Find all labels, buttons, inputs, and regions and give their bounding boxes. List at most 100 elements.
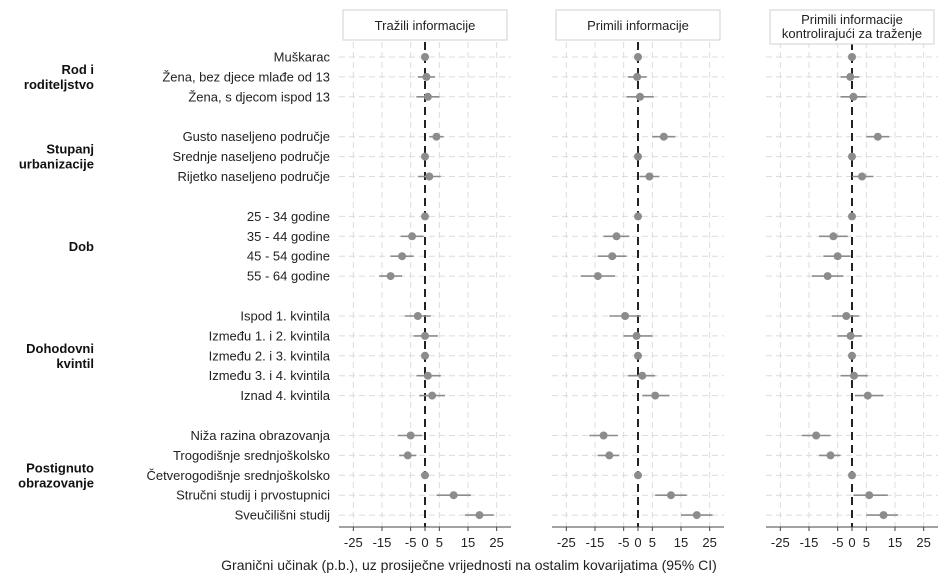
row-label: 55 - 64 godine [247, 269, 330, 284]
point-estimate [421, 152, 429, 161]
point-estimate [403, 451, 412, 460]
x-tick-label: 25 [916, 535, 930, 550]
point-estimate [432, 132, 441, 141]
x-tick-label: -15 [800, 535, 819, 550]
row-label: Žena, s djecom ispod 13 [188, 89, 330, 104]
point-estimate [421, 351, 429, 360]
text-layer: Tražili informacije-25 -15 -5 0 5 15 25Primili… [18, 12, 931, 550]
group-label: Dohodovni [26, 341, 94, 356]
point-estimate [608, 252, 617, 261]
x-tick-label: -15 [373, 535, 392, 550]
point-estimate [475, 511, 484, 520]
row-label: Žena, bez djece mlađe od 13 [162, 69, 330, 84]
x-tick-label: -5 [832, 535, 844, 550]
panel-title: Primili informacije [587, 18, 689, 33]
point-estimate [593, 272, 602, 281]
point-estimate [873, 132, 882, 141]
point-estimate [850, 371, 859, 380]
point-estimate [633, 72, 642, 81]
point-estimate [848, 351, 856, 360]
x-tick-label: 0 [634, 535, 641, 550]
row-label: Gusto naseljeno područje [183, 129, 330, 144]
row-label: Trogodišnje srednjoškolsko [173, 448, 330, 463]
point-estimate [634, 351, 642, 360]
point-estimate [423, 371, 432, 380]
point-estimate [634, 53, 642, 61]
point-estimate [421, 331, 429, 340]
point-estimate [849, 92, 858, 101]
row-label: 25 - 34 godine [247, 209, 330, 224]
point-estimate [651, 391, 660, 400]
row-label: Između 3. i 4. kvintila [209, 368, 331, 383]
point-estimate [823, 272, 832, 281]
group-label: Postignuto [26, 460, 94, 475]
group-label: urbanizacije [19, 157, 94, 172]
point-estimate [413, 312, 422, 320]
point-estimate [842, 312, 851, 320]
point-estimate [421, 471, 429, 480]
x-tick-label: 5 [436, 535, 443, 550]
group-label: obrazovanje [18, 475, 94, 490]
point-estimate [612, 232, 621, 241]
point-estimate [812, 431, 821, 440]
point-estimate [449, 491, 458, 500]
point-estimate [848, 471, 856, 480]
point-estimate [829, 232, 838, 241]
point-estimate [666, 491, 675, 500]
row-label: Sveučilišni studij [235, 508, 330, 523]
x-tick-label: -25 [344, 535, 363, 550]
point-estimate [599, 431, 608, 440]
x-tick-label: 0 [848, 535, 855, 550]
row-label: Srednje naseljeno područje [172, 149, 330, 164]
point-estimate [605, 451, 614, 460]
point-estimate [863, 391, 872, 400]
point-estimate [692, 511, 701, 520]
point-estimate [428, 391, 437, 400]
point-estimate [848, 53, 856, 61]
point-estimate [421, 53, 429, 61]
row-label: Četverogodišnje srednjoškolsko [146, 468, 330, 483]
point-estimate [634, 471, 642, 480]
x-tick-label: 25 [489, 535, 503, 550]
group-label: Dob [69, 239, 94, 254]
point-estimate [386, 272, 395, 281]
point-estimate [406, 431, 415, 440]
point-estimate [636, 92, 645, 101]
x-tick-label: 5 [649, 535, 656, 550]
point-estimate [846, 331, 855, 340]
group-label: kvintil [56, 356, 94, 371]
x-tick-label: 15 [461, 535, 475, 550]
row-label: Muškarac [274, 50, 331, 65]
row-label: Između 1. i 2. kvintila [209, 328, 331, 343]
x-tick-label: -25 [557, 535, 576, 550]
x-tick-label: -5 [405, 535, 417, 550]
row-label: Iznad 4. kvintila [240, 388, 330, 403]
point-estimate [422, 72, 431, 81]
point-estimate [638, 371, 647, 380]
point-estimate [645, 172, 654, 181]
panel-title-box [769, 9, 935, 45]
group-label: roditeljstvo [24, 77, 94, 92]
panel-title-box [342, 9, 508, 41]
panel-title-box [555, 9, 721, 41]
x-tick-label: 5 [863, 535, 870, 550]
x-tick-label: 15 [674, 535, 688, 550]
group-label: Rod i [62, 62, 95, 77]
grid-layer [339, 9, 938, 531]
x-axis-label: Granični učinak (p.b.), uz prosiječne vr… [221, 557, 717, 573]
point-estimate [879, 511, 888, 520]
row-label: 35 - 44 godine [247, 229, 330, 244]
point-estimate [621, 312, 630, 320]
point-estimate [421, 212, 429, 221]
point-estimate [858, 172, 867, 181]
x-tick-label: -15 [586, 535, 605, 550]
x-tick-label: 0 [421, 535, 428, 550]
x-tick-label: 15 [888, 535, 902, 550]
point-estimate [408, 232, 417, 241]
row-label: 45 - 54 godine [247, 249, 330, 264]
panel-title: Primili informacije [801, 12, 903, 27]
row-label: Rijetko naseljeno područje [178, 169, 330, 184]
row-label: Stručni studij i prvostupnici [176, 488, 330, 503]
point-estimate [659, 132, 668, 141]
